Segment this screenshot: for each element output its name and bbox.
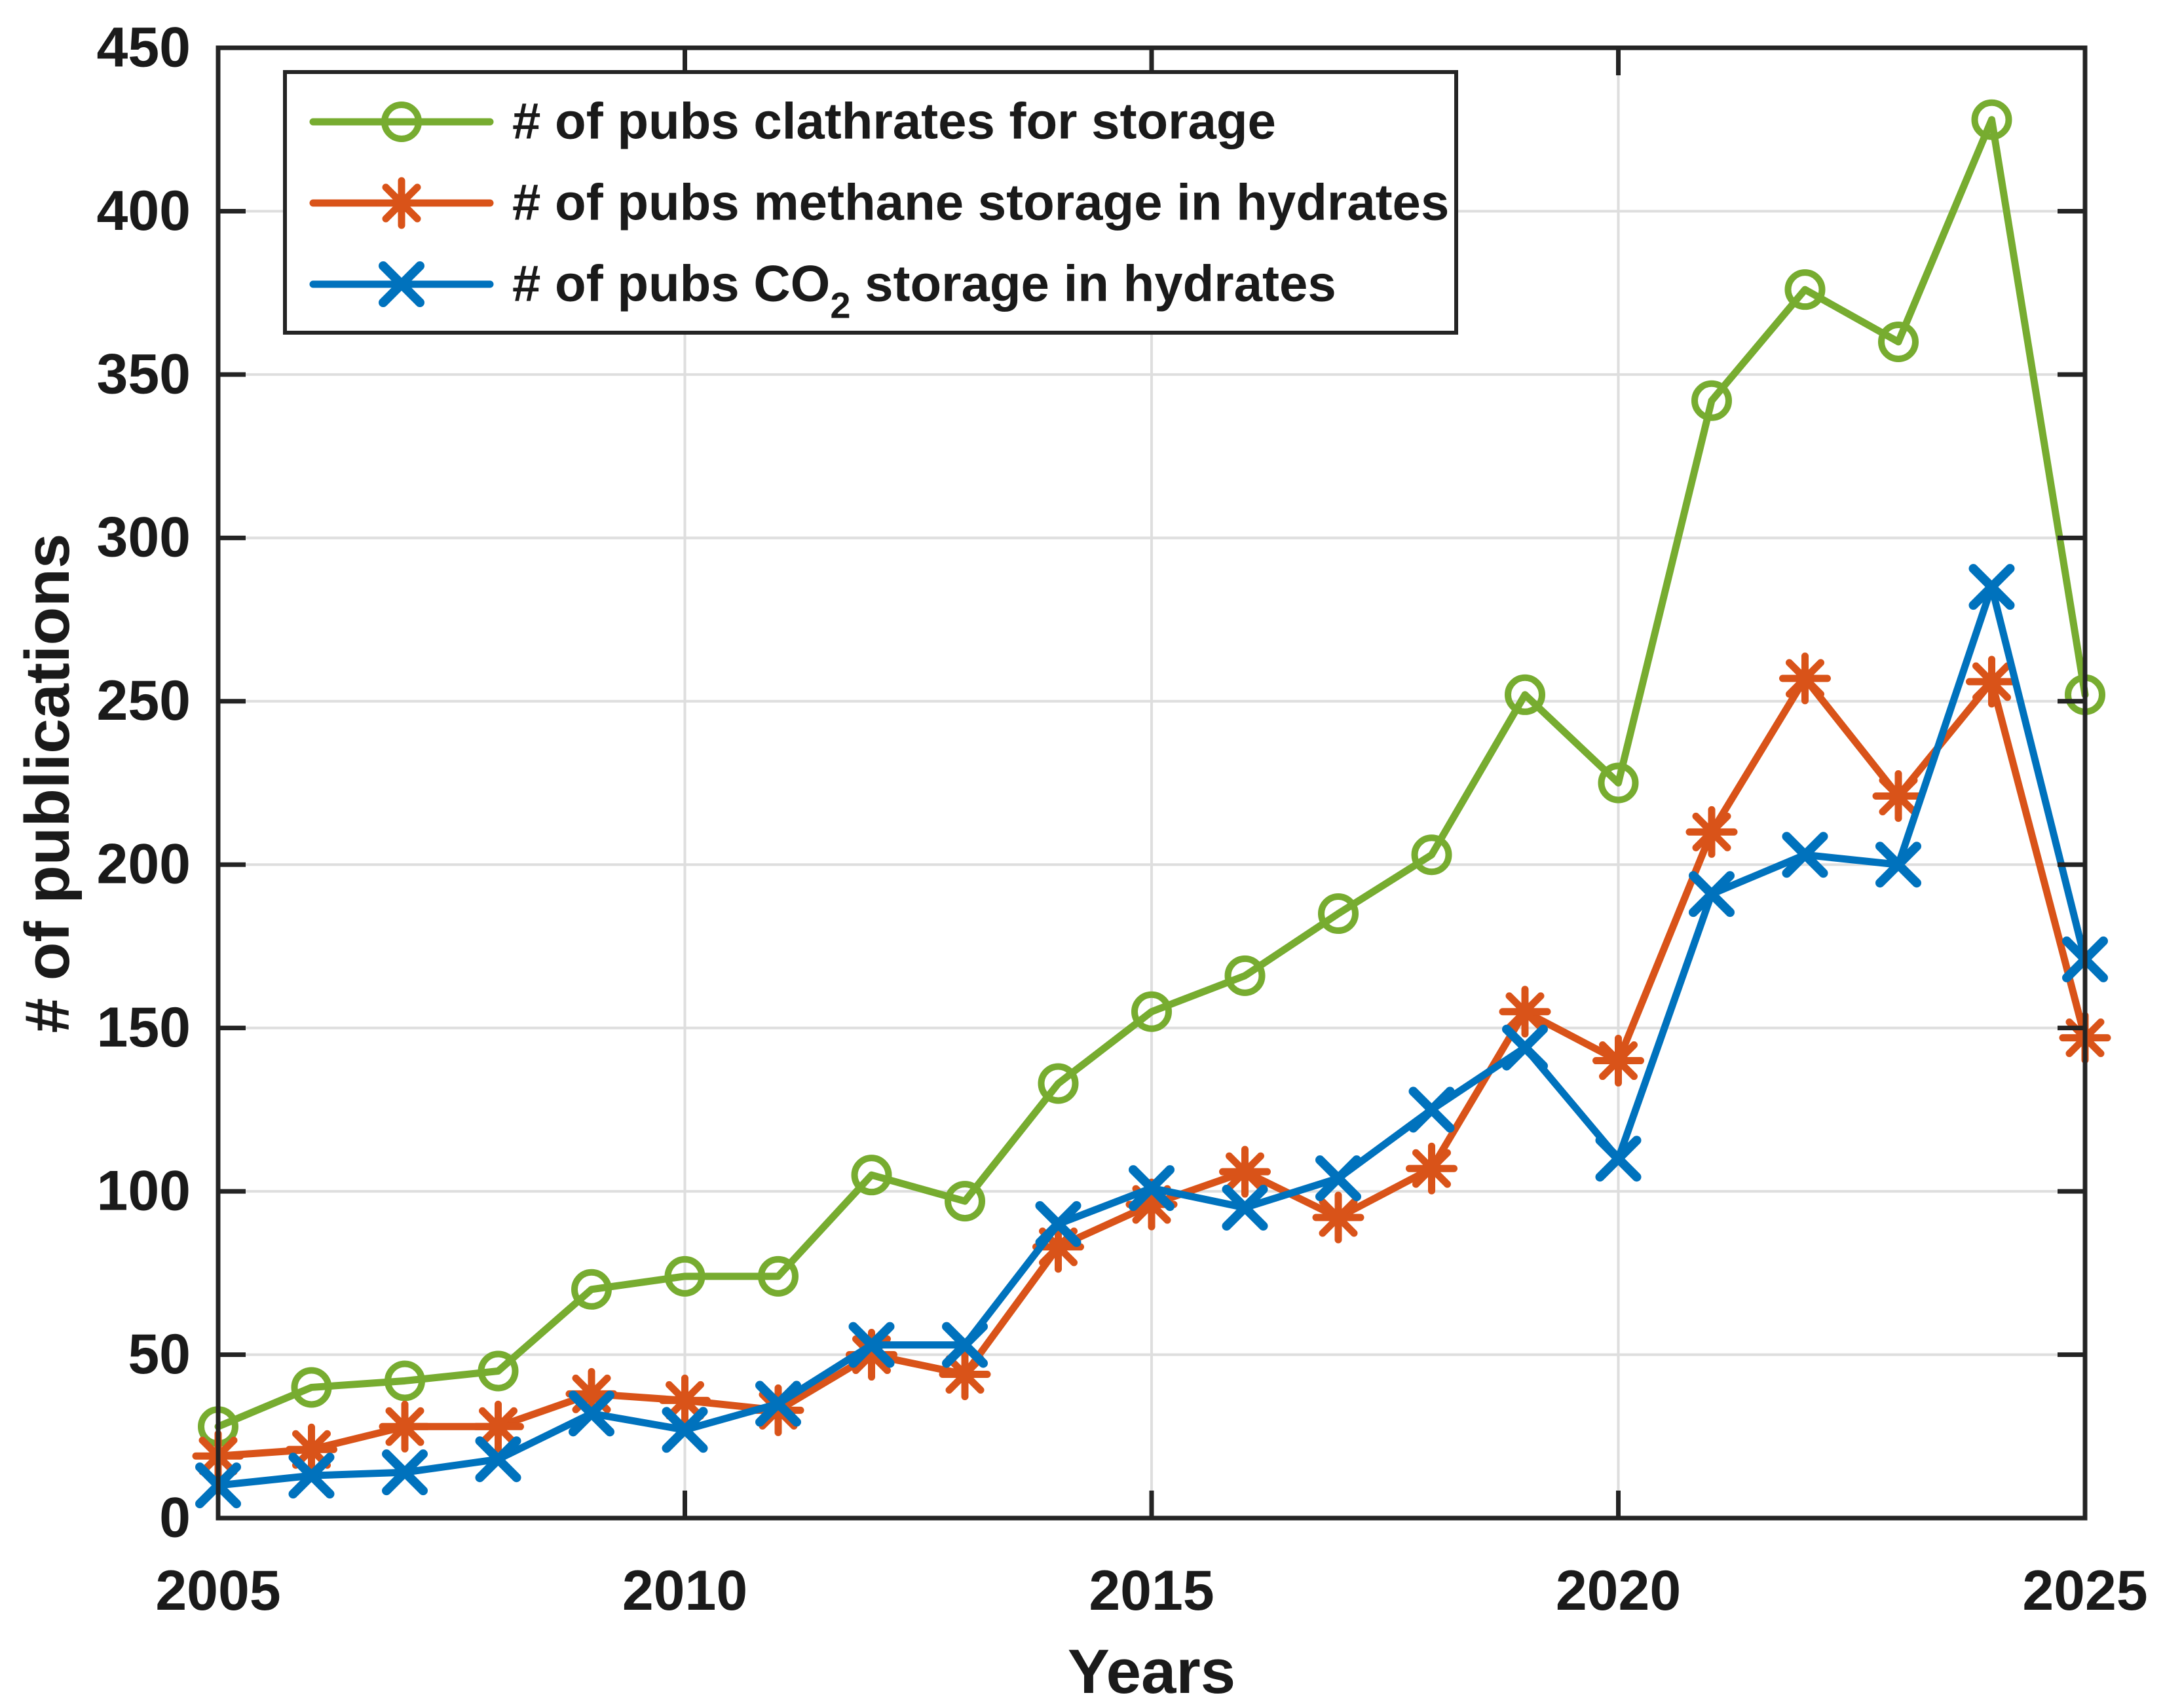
legend-label-methane-storage-in-hydrates: # of pubs methane storage in hydrates	[512, 174, 1449, 231]
tick-label-y-250: 250	[97, 669, 191, 732]
marker-co2-storage-in-hydrates-2017	[1315, 1155, 1361, 1202]
marker-methane-storage-in-hydrates-2008	[472, 1400, 524, 1453]
marker-co2-storage-in-hydrates-2006	[288, 1453, 335, 1499]
marker-clathrates-for-storage-2012	[851, 1155, 892, 1196]
axes	[216, 45, 2088, 1521]
series-co2-storage-in-hydrates	[195, 564, 2108, 1509]
legend-entry-clathrates-for-storage: # of pubs clathrates for storage	[309, 92, 1276, 150]
legend-label-co2-storage-in-hydrates: # of pubs CO2 storage in hydrates	[512, 255, 1336, 326]
marker-methane-storage-in-hydrates-2021	[1685, 806, 1738, 858]
marker-co2-storage-in-hydrates-2022	[1782, 832, 1828, 878]
legend: # of pubs clathrates for storage # of pub…	[283, 70, 1458, 335]
marker-methane-storage-in-hydrates-2023	[1872, 770, 1925, 822]
marker-clathrates-for-storage-2010	[664, 1255, 705, 1297]
marker-clathrates-for-storage-2018	[1411, 834, 1452, 876]
tick-label-y-150: 150	[97, 996, 191, 1059]
tick-label-y-400: 400	[97, 179, 191, 242]
legend-entry-co2-storage-in-hydrates: # of pubs CO2 storage in hydrates	[309, 255, 1336, 326]
tick-label-y-50: 50	[128, 1323, 191, 1386]
legend-entry-methane-storage-in-hydrates: # of pubs methane storage in hydrates	[309, 174, 1449, 231]
marker-co2-storage-in-hydrates-2018	[1408, 1086, 1455, 1133]
grid	[218, 48, 2085, 1518]
marker-methane-storage-in-hydrates-2011	[752, 1384, 804, 1436]
marker-clathrates-for-storage-2006	[291, 1367, 332, 1408]
marker-methane-storage-in-hydrates-2006	[286, 1423, 337, 1476]
tick-label-x-2015: 2015	[1089, 1559, 1214, 1622]
marker-co2-storage-in-hydrates-2024	[1968, 564, 2015, 610]
marker-clathrates-for-storage-2024	[1971, 99, 2012, 140]
marker-clathrates-for-storage-2014	[1038, 1063, 1079, 1104]
marker-clathrates-for-storage-2022	[1784, 269, 1826, 310]
marker-methane-storage-in-hydrates-2019	[1499, 986, 1551, 1038]
marker-co2-storage-in-hydrates-2014	[1035, 1201, 1082, 1247]
marker-co2-storage-in-hydrates-2023	[1875, 842, 1921, 888]
marker-co2-storage-in-hydrates-2015	[1129, 1165, 1175, 1212]
marker-co2-storage-in-hydrates-2008	[475, 1436, 521, 1483]
tick-label-y-350: 350	[97, 343, 191, 405]
tick-label-y-0: 0	[159, 1486, 191, 1549]
marker-methane-storage-in-hydrates-2010	[659, 1374, 711, 1426]
tick-label-x-2005: 2005	[155, 1559, 280, 1622]
marker-co2-storage-in-hydrates-2019	[1502, 1024, 1548, 1071]
marker-co2-storage-in-hydrates-2020	[1595, 1136, 1642, 1182]
marker-clathrates-for-storage-2008	[478, 1350, 519, 1392]
marker-clathrates-for-storage-2015	[1131, 991, 1172, 1032]
tick-label-x-2025: 2025	[2022, 1559, 2147, 1622]
tick-label-x-2010: 2010	[622, 1559, 747, 1622]
marker-methane-storage-in-hydrates-2017	[1312, 1191, 1364, 1244]
marker-methane-storage-in-hydrates-2012	[846, 1329, 897, 1381]
marker-clathrates-for-storage-2013	[945, 1181, 985, 1222]
marker-co2-storage-in-hydrates-2012	[848, 1322, 895, 1368]
marker-clathrates-for-storage-2009	[571, 1269, 612, 1310]
marker-clathrates-for-storage-2019	[1505, 674, 1545, 715]
y-axis-label: # of publications	[12, 534, 83, 1033]
tick-label-y-100: 100	[97, 1159, 191, 1222]
marker-co2-storage-in-hydrates-2011	[755, 1381, 801, 1427]
legend-sample-marker-clathrates-for-storage	[381, 102, 422, 142]
x-axis-label: Years	[1068, 1637, 1235, 1707]
marker-methane-storage-in-hydrates-2009	[565, 1367, 618, 1420]
marker-methane-storage-in-hydrates-2024	[1966, 656, 2018, 708]
marker-co2-storage-in-hydrates-2007	[382, 1449, 428, 1496]
marker-co2-storage-in-hydrates-2009	[569, 1390, 614, 1437]
tick-label-y-200: 200	[97, 833, 191, 896]
marker-co2-storage-in-hydrates-2010	[662, 1407, 708, 1453]
marker-methane-storage-in-hydrates-2018	[1406, 1142, 1458, 1195]
series-clathrates-for-storage	[198, 99, 2105, 1447]
marker-methane-storage-in-hydrates-2015	[1125, 1178, 1178, 1231]
marker-clathrates-for-storage-2007	[385, 1360, 425, 1402]
marker-methane-storage-in-hydrates-2016	[1219, 1145, 1271, 1198]
marker-methane-storage-in-hydrates-2022	[1779, 652, 1831, 705]
marker-co2-storage-in-hydrates-2013	[942, 1322, 988, 1368]
marker-methane-storage-in-hydrates-2013	[939, 1348, 991, 1400]
tick-label-x-2020: 2020	[1556, 1559, 1681, 1622]
marker-clathrates-for-storage-2023	[1878, 322, 1919, 362]
marker-methane-storage-in-hydrates-2007	[379, 1400, 431, 1453]
series-layer	[192, 99, 2111, 1509]
series-clathrates-for-storage-line	[214, 116, 2089, 1430]
marker-clathrates-for-storage-2017	[1318, 893, 1359, 935]
tick-labels: 0 50 100 150 200 250 300 350 400 450 2005 2010 2015 2…	[97, 16, 2148, 1622]
marker-clathrates-for-storage-2021	[1691, 380, 1732, 421]
marker-co2-storage-in-hydrates-2021	[1689, 871, 1735, 918]
marker-clathrates-for-storage-2020	[1598, 762, 1639, 804]
marker-methane-storage-in-hydrates-2014	[1032, 1221, 1084, 1273]
marker-clathrates-for-storage-2011	[758, 1255, 799, 1297]
legend-label-clathrates-for-storage: # of pubs clathrates for storage	[512, 92, 1276, 150]
marker-co2-storage-in-hydrates-2016	[1222, 1185, 1268, 1231]
tick-label-y-300: 300	[97, 506, 191, 569]
marker-methane-storage-in-hydrates-2020	[1592, 1035, 1644, 1087]
legend-sample-marker-methane-storage-in-hydrates	[375, 177, 428, 229]
tick-label-y-450: 450	[97, 16, 191, 79]
legend-sample-marker-co2-storage-in-hydrates	[379, 261, 424, 307]
marker-clathrates-for-storage-2016	[1224, 955, 1266, 996]
